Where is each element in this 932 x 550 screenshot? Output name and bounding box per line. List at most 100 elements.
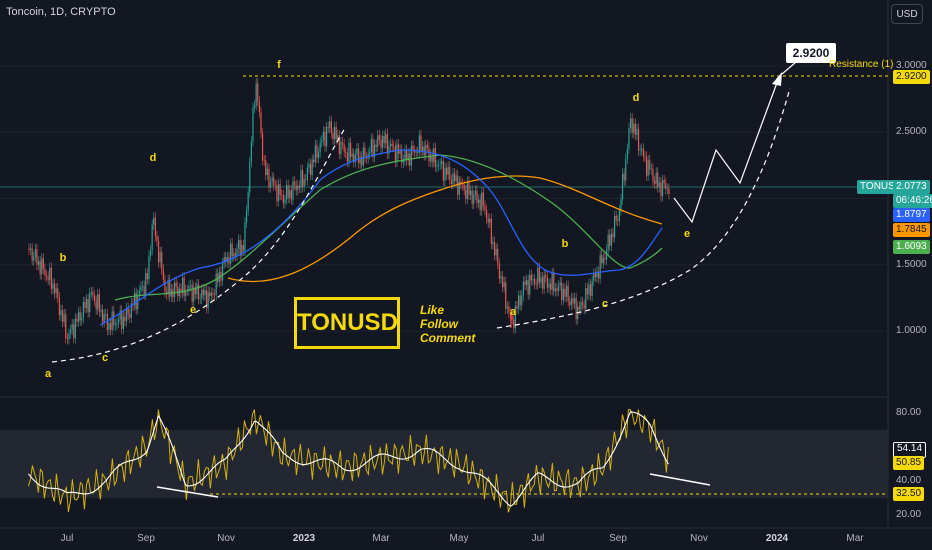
candle-body bbox=[401, 149, 403, 163]
candle-body bbox=[663, 180, 665, 183]
time-tick: Mar bbox=[846, 533, 864, 544]
candle-body bbox=[103, 314, 105, 323]
currency-button[interactable]: USD bbox=[891, 4, 923, 24]
candle-body bbox=[604, 257, 606, 260]
candle-body bbox=[497, 248, 499, 264]
candle-body bbox=[417, 152, 419, 154]
candle-body bbox=[292, 181, 294, 200]
candle-body bbox=[146, 273, 148, 280]
candle-body bbox=[433, 147, 435, 163]
candle-body bbox=[297, 185, 299, 191]
candle-body bbox=[426, 145, 428, 148]
candle-body bbox=[365, 157, 368, 159]
cta-follow: Follow bbox=[420, 317, 458, 331]
candle-body bbox=[381, 136, 384, 148]
candle-body bbox=[60, 310, 62, 316]
candle-body bbox=[177, 286, 179, 297]
candle-body bbox=[149, 250, 152, 256]
candle-body bbox=[188, 285, 190, 291]
candle-body bbox=[465, 189, 467, 200]
candle-body bbox=[313, 159, 315, 163]
ma-green-line bbox=[114, 154, 663, 301]
candle-body bbox=[237, 239, 240, 249]
candle-body bbox=[495, 248, 497, 256]
candle-body bbox=[57, 288, 59, 298]
candle-body bbox=[423, 146, 425, 156]
candle-body bbox=[508, 306, 510, 314]
candle-body bbox=[42, 258, 44, 269]
candle-body bbox=[649, 160, 651, 170]
candle-body bbox=[154, 217, 156, 237]
candle-body bbox=[277, 183, 280, 202]
candle-body bbox=[393, 145, 395, 147]
candle-body bbox=[61, 310, 64, 322]
wave-label: e bbox=[189, 304, 197, 316]
candle-body bbox=[521, 295, 523, 306]
wave-label: a bbox=[509, 306, 517, 318]
candle-body bbox=[498, 263, 500, 279]
time-tick: Nov bbox=[690, 533, 708, 544]
candle-body bbox=[386, 133, 388, 154]
candle-body bbox=[346, 153, 348, 162]
candle-body bbox=[209, 292, 211, 297]
candle-body bbox=[138, 290, 140, 295]
candle-body bbox=[39, 261, 41, 275]
candle-body bbox=[145, 273, 147, 295]
candle-body bbox=[271, 177, 273, 182]
wave-label: b bbox=[59, 252, 67, 264]
candle-body bbox=[583, 304, 585, 309]
candle-body bbox=[266, 168, 268, 175]
candle-body bbox=[628, 128, 630, 149]
candle-body bbox=[522, 281, 524, 296]
candle-body bbox=[449, 166, 451, 180]
candle-body bbox=[319, 142, 321, 153]
candle-body bbox=[85, 299, 88, 308]
candle-body bbox=[314, 145, 316, 163]
candle-body bbox=[385, 133, 387, 144]
candle-body bbox=[173, 282, 176, 298]
candle-body bbox=[204, 290, 206, 296]
candle-body bbox=[81, 317, 83, 321]
candle-body bbox=[148, 255, 150, 280]
symbol-title: Toncoin, 1D, CRYPTO bbox=[6, 6, 116, 18]
candle-body bbox=[245, 210, 248, 223]
candle-body bbox=[109, 323, 112, 330]
chart-grid bbox=[0, 65, 888, 332]
candle-body bbox=[261, 132, 264, 161]
candle-body bbox=[474, 190, 476, 195]
projection-arrowhead bbox=[772, 72, 782, 86]
candle-body bbox=[641, 148, 643, 150]
candle-body bbox=[255, 83, 257, 106]
candle-body bbox=[305, 179, 307, 181]
candle-body bbox=[489, 218, 491, 223]
candle-body bbox=[596, 271, 598, 278]
candle-body bbox=[308, 163, 310, 168]
candle-body bbox=[285, 185, 288, 200]
candle-body bbox=[570, 298, 572, 306]
candle-body bbox=[407, 153, 409, 161]
candle-body bbox=[580, 302, 582, 310]
candle-body bbox=[461, 183, 464, 186]
candle-body bbox=[106, 314, 108, 330]
price-tag: 50.85 bbox=[893, 456, 925, 470]
candle-body bbox=[404, 149, 406, 161]
price-tag: 1.6093 bbox=[893, 240, 930, 254]
price-tag: 32.50 bbox=[893, 487, 925, 501]
candle-body bbox=[607, 234, 609, 250]
price-tag: 06:46:26 bbox=[893, 194, 932, 208]
candle-body bbox=[405, 149, 408, 161]
candle-body bbox=[37, 261, 40, 265]
candle-body bbox=[362, 147, 364, 166]
rsi-tick: 40.00 bbox=[896, 475, 922, 486]
candle-body bbox=[529, 274, 531, 295]
candle-body bbox=[428, 147, 430, 162]
candle-body bbox=[202, 289, 204, 296]
candle-body bbox=[442, 160, 444, 181]
ma-blue-line bbox=[99, 149, 663, 326]
candle-body bbox=[562, 288, 564, 301]
candle-body bbox=[116, 322, 118, 325]
candle-body bbox=[535, 283, 537, 285]
candle-body bbox=[226, 257, 228, 263]
candle-body bbox=[463, 185, 465, 190]
